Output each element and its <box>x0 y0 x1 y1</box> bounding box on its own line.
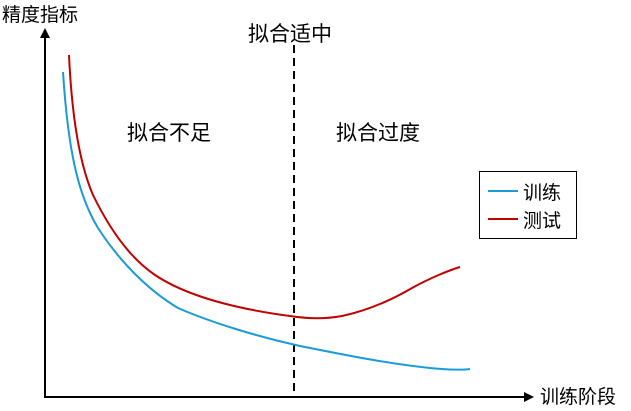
region-label-underfit: 拟合不足 <box>127 121 211 145</box>
legend-label-train: 训练 <box>523 181 562 204</box>
training-curve <box>62 71 471 371</box>
x-axis-label: 训练阶段 <box>540 386 617 408</box>
legend-label-test: 测试 <box>523 209 562 232</box>
region-label-overfit: 拟合过度 <box>336 121 420 145</box>
legend-item-train: 训练 <box>488 178 561 204</box>
region-label-fit: 拟合适中 <box>248 22 332 46</box>
legend-swatch-train <box>488 190 518 192</box>
legend: 训练 测试 <box>479 171 577 239</box>
legend-swatch-test <box>488 218 518 220</box>
y-axis-label: 精度指标 <box>2 4 79 26</box>
testing-curve <box>68 54 461 320</box>
legend-item-test: 测试 <box>488 206 561 232</box>
